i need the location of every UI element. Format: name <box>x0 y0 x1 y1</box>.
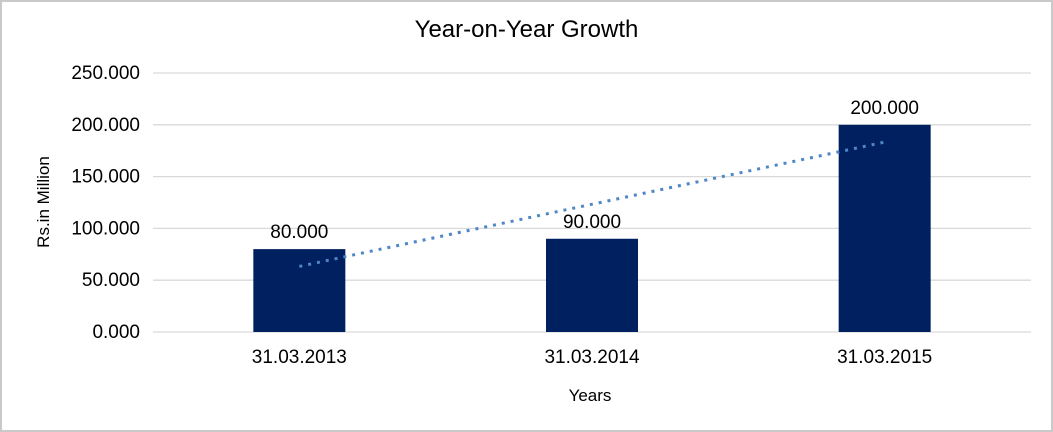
trendline <box>299 140 885 268</box>
x-category-label: 31.03.2014 <box>544 347 640 368</box>
y-tick-label: 0.000 <box>92 322 140 343</box>
bar <box>838 124 931 332</box>
chart-title: Year-on-Year Growth <box>414 16 639 43</box>
y-tick-label: 250.000 <box>71 63 140 84</box>
y-tick-label: 50.000 <box>82 270 140 291</box>
bar <box>546 238 638 332</box>
y-tick-label: 100.000 <box>71 218 140 239</box>
bar <box>253 249 346 332</box>
x-category-label: 31.03.2013 <box>252 347 347 368</box>
data-label: 200.000 <box>850 98 919 119</box>
y-tick-label: 150.000 <box>71 167 140 188</box>
x-category-label: 31.03.2015 <box>837 347 932 368</box>
x-axis-title: Years <box>568 386 612 405</box>
y-tick-label: 200.000 <box>71 115 140 136</box>
data-label: 80.000 <box>270 222 328 243</box>
data-label: 90.000 <box>563 212 621 233</box>
